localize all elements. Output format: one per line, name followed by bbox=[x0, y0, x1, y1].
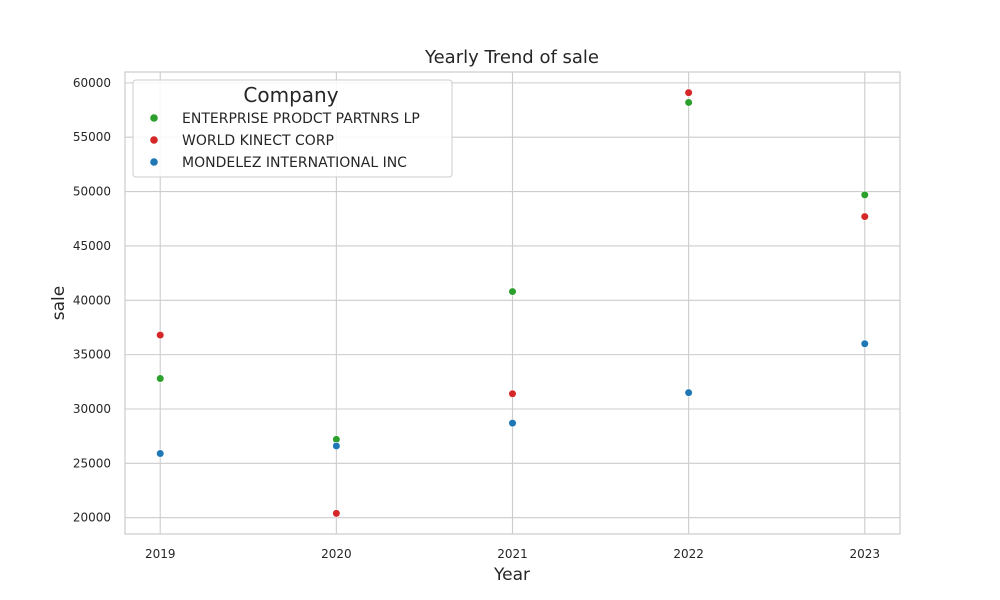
plot-frame bbox=[124, 71, 901, 535]
data-point-series-1 bbox=[332, 509, 341, 518]
x-tick-label: 2020 bbox=[321, 547, 352, 561]
y-tick-label: 35000 bbox=[73, 348, 111, 362]
x-axis-label: Year bbox=[493, 565, 530, 585]
data-point-series-1 bbox=[684, 88, 693, 97]
y-tick-label: 40000 bbox=[73, 293, 111, 307]
data-point-series-1 bbox=[508, 389, 517, 398]
chart-title: Yearly Trend of sale bbox=[424, 47, 599, 68]
data-points bbox=[156, 88, 869, 518]
legend-label: MONDELEZ INTERNATIONAL INC bbox=[182, 155, 407, 171]
y-tick-label: 20000 bbox=[73, 511, 111, 525]
x-tick-label: 2022 bbox=[673, 547, 704, 561]
grid-lines bbox=[125, 72, 900, 534]
legend-title: Company bbox=[243, 83, 338, 107]
legend-box bbox=[132, 79, 453, 178]
data-point-series-2 bbox=[156, 449, 165, 458]
y-tick-label: 45000 bbox=[73, 239, 111, 253]
y-tick-label: 55000 bbox=[73, 130, 111, 144]
data-point-series-2 bbox=[332, 441, 341, 451]
legend-marker bbox=[150, 136, 158, 144]
legend-marker bbox=[150, 158, 158, 166]
legend-label: WORLD KINECT CORP bbox=[182, 133, 334, 149]
data-point-series-2 bbox=[684, 388, 693, 397]
legend-items: ENTERPRISE PRODCT PARTNRS LP WORLD KINECT… bbox=[150, 111, 420, 171]
y-tick-label: 25000 bbox=[73, 456, 111, 470]
data-point-series-2 bbox=[860, 339, 869, 348]
data-point-series-2 bbox=[508, 419, 517, 428]
x-tick-label: 2023 bbox=[849, 547, 880, 561]
tick-labels: 2019 2020 2021 2022 2023 20000 25000 30000 35000… bbox=[73, 76, 880, 561]
data-point-series-0 bbox=[684, 98, 693, 107]
legend: Company ENTERPRISE PRODCT PARTNRS LP WORL… bbox=[132, 79, 453, 178]
data-point-series-0 bbox=[156, 374, 165, 383]
data-point-series-1 bbox=[156, 330, 165, 340]
data-point-series-0 bbox=[508, 287, 517, 296]
data-point-series-1 bbox=[860, 212, 869, 221]
y-tick-label: 30000 bbox=[73, 402, 111, 416]
legend-label: ENTERPRISE PRODCT PARTNRS LP bbox=[182, 111, 420, 127]
x-tick-label: 2019 bbox=[145, 547, 176, 561]
y-axis-label: sale bbox=[49, 286, 69, 320]
y-tick-label: 60000 bbox=[73, 76, 111, 90]
legend-marker bbox=[150, 114, 158, 122]
x-tick-label: 2021 bbox=[497, 547, 528, 561]
data-point-series-0 bbox=[860, 190, 869, 199]
y-tick-label: 50000 bbox=[73, 185, 111, 199]
